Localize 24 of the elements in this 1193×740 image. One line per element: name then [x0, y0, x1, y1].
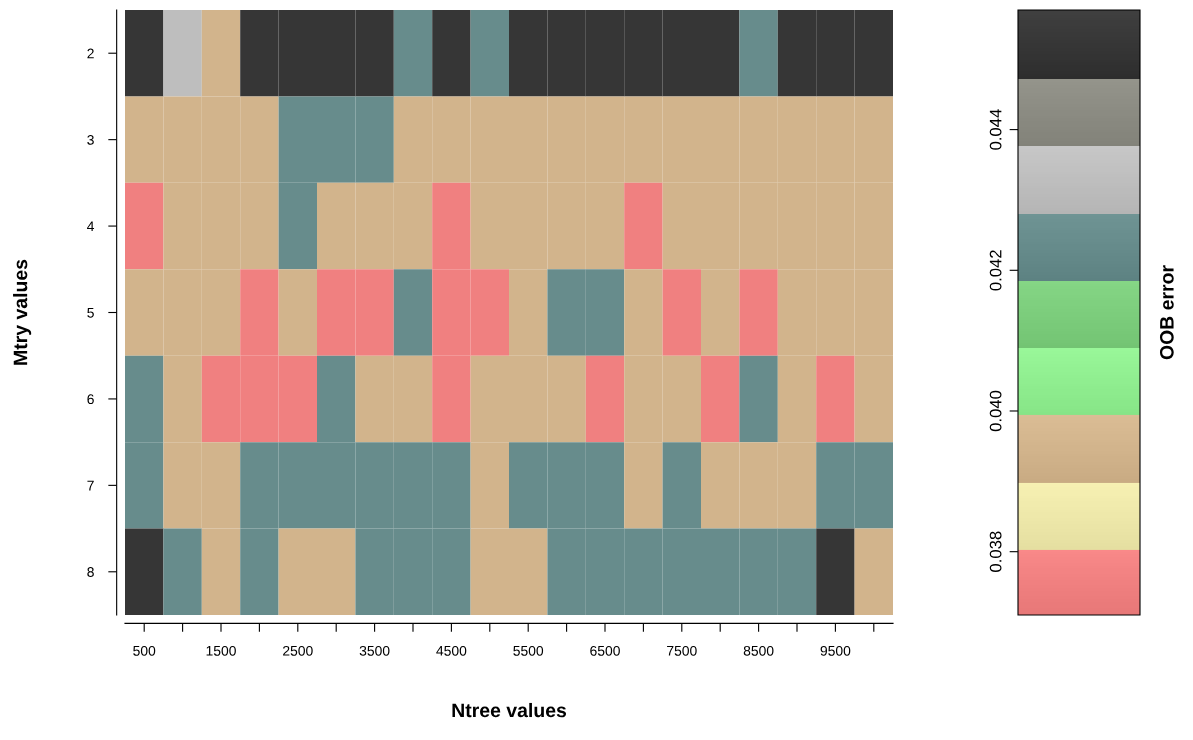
x-tick-label: 8500: [743, 645, 774, 656]
y-tick-label: 4: [87, 221, 95, 232]
x-axis-title: Ntree values: [452, 702, 567, 718]
x-tick-label: 7500: [667, 645, 697, 656]
y-tick-label: 5: [87, 307, 94, 318]
y-tick-label: 2: [87, 48, 94, 59]
color-bar-label: 0.040: [989, 390, 1002, 432]
x-tick-label: 5500: [513, 645, 544, 656]
y-tick-label: 6: [87, 394, 94, 405]
x-tick-label: 1500: [206, 645, 236, 656]
x-tick-label: 6500: [590, 645, 620, 656]
color-bar-label: 0.044: [989, 109, 1002, 150]
x-tick-label: 2500: [283, 645, 313, 656]
x-tick-label: 500: [133, 645, 156, 656]
color-bar-title: OOB error: [1159, 265, 1174, 360]
x-tick-label: 9500: [820, 645, 851, 656]
y-tick-label: 7: [87, 480, 94, 491]
x-tick-label: 3500: [359, 645, 390, 656]
color-bar-label: 0.038: [989, 531, 1002, 572]
x-tick-label: 4500: [436, 645, 467, 656]
y-tick-label: 3: [87, 134, 94, 145]
y-axis-title: Mtry values: [13, 259, 32, 365]
y-tick-label: 8: [87, 567, 94, 577]
color-bar-label: 0.042: [989, 250, 1002, 291]
